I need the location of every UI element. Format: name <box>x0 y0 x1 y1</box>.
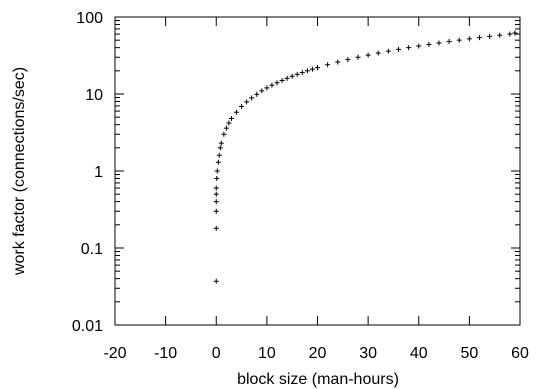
data-point <box>216 152 222 158</box>
data-point <box>309 66 315 72</box>
x-tick-label: 40 <box>410 345 428 362</box>
x-axis-ticks: -20 -10 0 10 20 30 40 50 60 <box>103 17 529 362</box>
data-point <box>217 145 223 151</box>
data-point <box>213 199 219 205</box>
data-point <box>213 225 219 231</box>
data-point <box>436 40 442 46</box>
data-point <box>274 80 280 86</box>
data-point <box>375 50 381 56</box>
data-point <box>244 99 250 105</box>
data-point <box>345 57 351 63</box>
data-point <box>299 70 305 76</box>
data-point <box>487 33 493 39</box>
data-point <box>213 278 219 284</box>
x-tick-label: -10 <box>154 345 177 362</box>
data-point <box>396 46 401 52</box>
data-point <box>226 120 232 126</box>
data-point <box>289 73 295 79</box>
data-point <box>259 88 265 94</box>
y-tick-label: 0.01 <box>72 318 103 335</box>
data-point <box>512 30 518 36</box>
x-tick-label: 0 <box>212 345 221 362</box>
x-tick-label: 10 <box>258 345 276 362</box>
data-point <box>446 39 452 45</box>
x-tick-label: -20 <box>103 345 126 362</box>
data-point <box>213 208 219 214</box>
data-point <box>335 59 341 65</box>
data-point <box>497 32 503 38</box>
data-point <box>254 91 260 97</box>
data-point <box>304 68 310 74</box>
data-point <box>416 43 422 49</box>
data-point <box>234 109 239 115</box>
plot-frame <box>114 16 521 326</box>
data-point <box>279 77 285 83</box>
y-tick-label: 0.1 <box>81 241 103 258</box>
data-series <box>213 30 518 284</box>
data-point <box>214 168 220 174</box>
y-axis-label: work factor (connections/sec) <box>11 67 28 276</box>
x-tick-label: 30 <box>359 345 377 362</box>
data-point <box>355 54 361 60</box>
x-tick-label: 20 <box>309 345 327 362</box>
x-tick-label: 50 <box>460 345 478 362</box>
data-point <box>213 185 219 191</box>
data-point <box>264 85 270 91</box>
data-point <box>213 191 219 197</box>
data-point <box>294 71 300 77</box>
data-point <box>385 48 391 54</box>
data-point <box>214 175 220 181</box>
x-tick-label: 60 <box>511 345 529 362</box>
y-tick-label: 100 <box>76 10 103 27</box>
data-point <box>269 82 275 88</box>
data-point <box>315 65 320 71</box>
data-point <box>365 52 371 58</box>
data-point <box>249 95 255 101</box>
data-point <box>284 75 290 81</box>
data-point <box>221 131 227 137</box>
data-point <box>466 36 472 42</box>
y-tick-label: 1 <box>94 164 103 181</box>
x-axis-label: block size (man-hours) <box>237 371 399 388</box>
data-point <box>426 41 432 47</box>
data-point <box>215 159 221 165</box>
y-axis-ticks: 0.01 0.1 1 10 100 <box>72 10 520 335</box>
data-point <box>223 125 229 131</box>
data-point <box>218 140 224 146</box>
data-point <box>456 37 462 43</box>
data-point <box>239 103 245 109</box>
data-point <box>406 45 412 51</box>
data-point <box>507 31 513 37</box>
data-point <box>477 35 482 41</box>
y-tick-label: 10 <box>85 87 103 104</box>
data-point <box>325 62 331 68</box>
data-point <box>228 116 234 122</box>
